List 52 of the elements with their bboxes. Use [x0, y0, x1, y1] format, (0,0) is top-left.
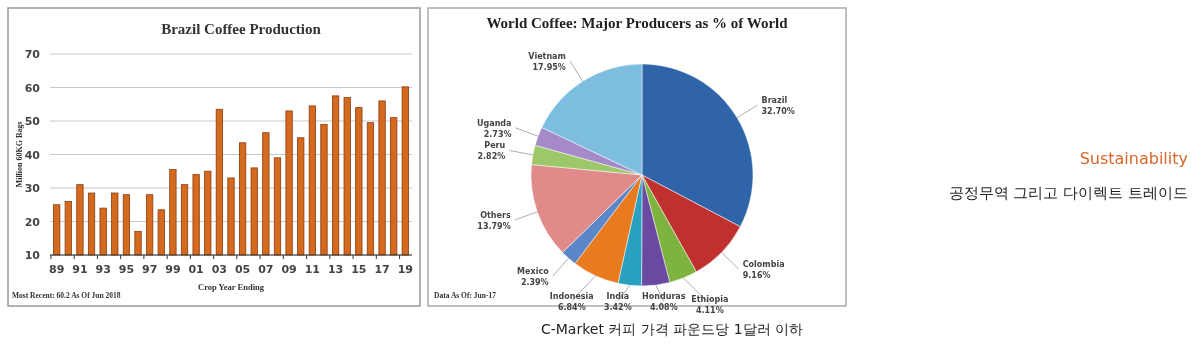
data-label: 9.16% [742, 271, 771, 281]
slice-label: Honduras [642, 292, 686, 302]
data-label: 2.73% [483, 129, 512, 139]
x-tick-label: 97 [142, 263, 158, 276]
x-tick-label: 09 [281, 263, 297, 276]
y-tick-label: 20 [24, 215, 41, 229]
y-tick-label: 70 [24, 48, 41, 61]
x-tick-label: 13 [327, 263, 344, 276]
x-tick-label: 07 [258, 263, 274, 276]
text: C-Market 커피 가격 파운드당 1달러 이하 [540, 321, 804, 337]
x-tick-label: 19 [397, 263, 413, 276]
data-label: 4.08% [649, 303, 678, 313]
data-label: 3.42% [603, 303, 632, 313]
chart-title: World Coffee: Major Producers as % of World [486, 15, 789, 31]
slice-label: Others [480, 210, 511, 220]
text: Sustainability [1079, 149, 1188, 168]
x-tick-label: 15 [351, 263, 367, 276]
data-label: 6.84% [557, 303, 586, 313]
slice-label: Brazil [761, 96, 788, 106]
y-tick-label: 60 [24, 81, 41, 95]
x-tick-label: 01 [188, 263, 204, 276]
y-tick-label: 30 [24, 182, 41, 195]
slice-label: India [606, 292, 630, 302]
x-tick-label: 99 [165, 263, 181, 276]
x-tick-label: 93 [95, 263, 111, 276]
y-tick-label: 10 [24, 249, 41, 262]
x-tick-label: 17 [374, 263, 390, 276]
data-label: 2.82% [477, 152, 506, 162]
data-label: 13.79% [477, 221, 511, 231]
data-label: 17.95% [532, 62, 566, 72]
slice-label: Ethiopia [691, 294, 729, 304]
x-axis-title: Crop Year Ending [198, 282, 265, 292]
slice-label: Mexico [517, 267, 550, 277]
y-tick-label: 50 [24, 115, 41, 128]
x-tick-label: 89 [49, 263, 65, 276]
x-tick-label: 91 [72, 263, 88, 276]
slice-label: Colombia [742, 260, 785, 270]
data-label: 2.39% [520, 278, 549, 288]
y-tick-label: 40 [24, 148, 41, 162]
x-tick-label: 03 [211, 263, 228, 276]
x-tick-label: 95 [118, 263, 135, 276]
slice-label: Indonesia [549, 292, 594, 302]
data-label: 32.70% [761, 107, 795, 117]
chart-title: Brazil Coffee Production [161, 21, 322, 37]
slice-label: Vietnam [528, 51, 566, 61]
x-tick-label: 11 [304, 263, 320, 276]
y-axis-title: Million 60KG Bags [15, 121, 24, 188]
data-label: 4.11% [695, 305, 724, 315]
text: 공정무역 그리고 다이렉트 트레이드 [948, 184, 1188, 202]
x-tick-label: 05 [234, 263, 251, 276]
slice-label: Uganda [477, 118, 512, 128]
slice-label: Peru [484, 141, 506, 151]
